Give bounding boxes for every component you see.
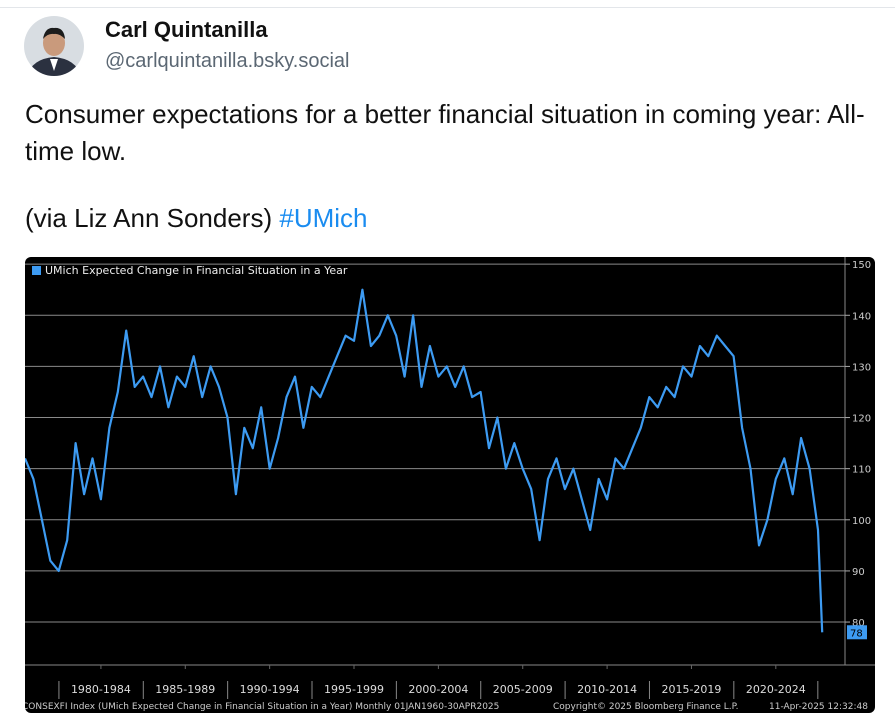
footer-date: 11-Apr-2025 12:32:48 xyxy=(769,702,868,712)
author-name[interactable]: Carl Quintanilla xyxy=(105,17,268,42)
plot-area xyxy=(25,288,824,633)
post-text: Consumer expectations for a better finan… xyxy=(25,99,865,166)
author-handle[interactable]: @carlquintanilla.bsky.social xyxy=(105,50,350,72)
last-value-label: 78 xyxy=(850,628,863,639)
footer-copyright: Copyright© 2025 Bloomberg Finance L.P. xyxy=(553,702,738,712)
x-tick-label: 2015-2019 xyxy=(661,683,721,696)
x-tick-label: 1990-1994 xyxy=(240,683,300,696)
hashtag[interactable]: #UMich xyxy=(279,203,368,233)
x-tick-label: 1985-1989 xyxy=(155,683,215,696)
footer-source: CONSEXFI Index (UMich Expected Change in… xyxy=(25,702,499,712)
y-tick-label: 130 xyxy=(852,362,871,373)
legend-label: UMich Expected Change in Financial Situa… xyxy=(45,264,348,277)
x-tick-label: 2020-2024 xyxy=(746,683,806,696)
chart[interactable]: 80 90 100 110 120 130 140 150 1980-1984 1985-1989… xyxy=(25,257,875,713)
y-tick-label: 120 xyxy=(852,414,871,425)
post-via: (via Liz Ann Sonders) #UMich xyxy=(25,203,368,234)
series-line xyxy=(25,288,824,633)
legend-swatch xyxy=(32,266,41,275)
divider xyxy=(0,7,895,8)
y-tick-label: 140 xyxy=(852,311,871,322)
y-tick-label: 150 xyxy=(852,260,871,271)
y-tick-label: 90 xyxy=(852,567,865,578)
avatar[interactable] xyxy=(23,15,85,77)
y-tick-label: 80 xyxy=(852,618,865,629)
x-tick-label: 2005-2009 xyxy=(493,683,553,696)
last-value-box xyxy=(847,625,867,640)
x-tick-label: 1980-1984 xyxy=(71,683,131,696)
chart-background xyxy=(25,257,875,713)
x-tick-label: 2000-2004 xyxy=(408,683,468,696)
y-tick-label: 100 xyxy=(852,516,871,527)
x-tick-label: 1995-1999 xyxy=(324,683,384,696)
x-tick-label: 2010-2014 xyxy=(577,683,637,696)
via-text: (via Liz Ann Sonders) xyxy=(25,203,273,233)
y-tick-label: 110 xyxy=(852,465,871,476)
